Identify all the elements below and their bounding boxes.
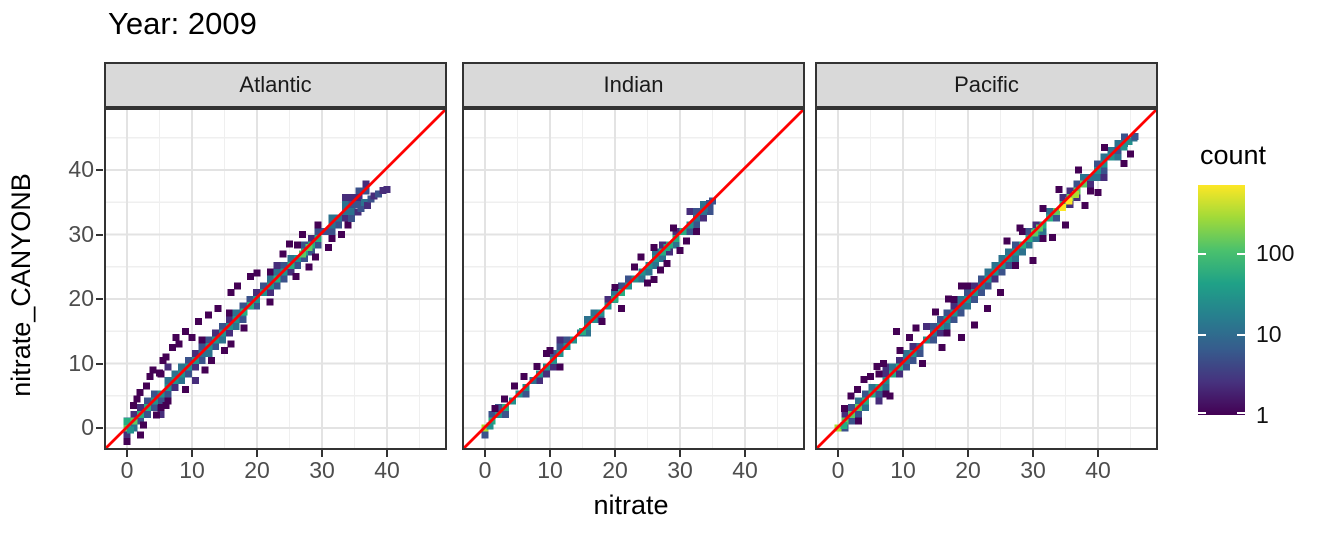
y-tick-label: 20 [68,285,94,311]
y-tick-mark [96,169,103,171]
x-tick-mark [484,450,486,457]
x-tick-mark [549,450,551,457]
facet-strip-indian: Indian [462,62,805,108]
legend-tick-label: 1 [1256,402,1269,428]
x-tick-mark [386,450,388,457]
x-tick-mark [191,450,193,457]
x-tick-label: 0 [120,457,134,483]
x-tick-label: 10 [179,457,205,483]
x-tick-label: 10 [890,457,916,483]
y-tick-label: 40 [68,156,94,182]
x-tick-label: 0 [478,457,492,483]
y-tick-mark [96,362,103,365]
x-tick-label: 30 [309,457,335,483]
facet-strip-atlantic: Atlantic [104,62,447,108]
x-tick-label: 20 [244,457,270,483]
y-tick-mark [96,298,103,300]
legend-tick-mark [1198,253,1206,256]
y-tick-mark [96,233,103,236]
x-tick-mark [614,450,616,457]
x-tick-label: 40 [732,457,758,483]
x-tick-mark [837,450,839,457]
legend-tick-mark [1237,412,1245,414]
legend-tick-mark [1198,334,1206,337]
legend-tick-mark [1237,253,1245,256]
legend-tick-label: 10 [1256,321,1282,348]
legend-tick-label: 100 [1256,240,1295,267]
x-tick-mark [321,450,323,457]
plot-title: Year: 2009 [108,6,257,41]
y-tick-mark [96,427,103,429]
x-tick-mark [126,450,128,457]
y-axis-title: nitrate_CANYONB [6,173,36,397]
y-tick-label: 10 [68,349,94,376]
x-tick-label: 30 [1020,457,1046,483]
facet-strip-pacific: Pacific [815,62,1158,108]
x-tick-label: 10 [537,457,563,483]
legend-colorbar [1198,185,1245,415]
x-tick-label: 40 [1085,457,1111,483]
x-tick-mark [256,450,258,457]
x-tick-label: 40 [374,457,400,483]
x-tick-label: 20 [602,457,628,483]
panel-indian [462,108,805,450]
x-tick-mark [967,450,969,457]
legend-title: count [1200,140,1267,170]
legend-tick-mark [1198,412,1206,414]
x-tick-mark [744,450,746,457]
x-tick-label: 30 [667,457,693,483]
x-tick-mark [679,450,681,457]
y-tick-label: 0 [81,414,94,440]
x-tick-label: 20 [955,457,981,483]
legend-tick-mark [1237,334,1245,337]
x-tick-mark [1032,450,1034,457]
x-tick-mark [1097,450,1099,457]
x-tick-mark [902,450,904,457]
panel-pacific [815,108,1158,450]
x-tick-label: 0 [831,457,845,483]
y-tick-label: 30 [68,220,94,247]
x-axis-title: nitrate [593,490,669,520]
panel-atlantic [104,108,447,450]
